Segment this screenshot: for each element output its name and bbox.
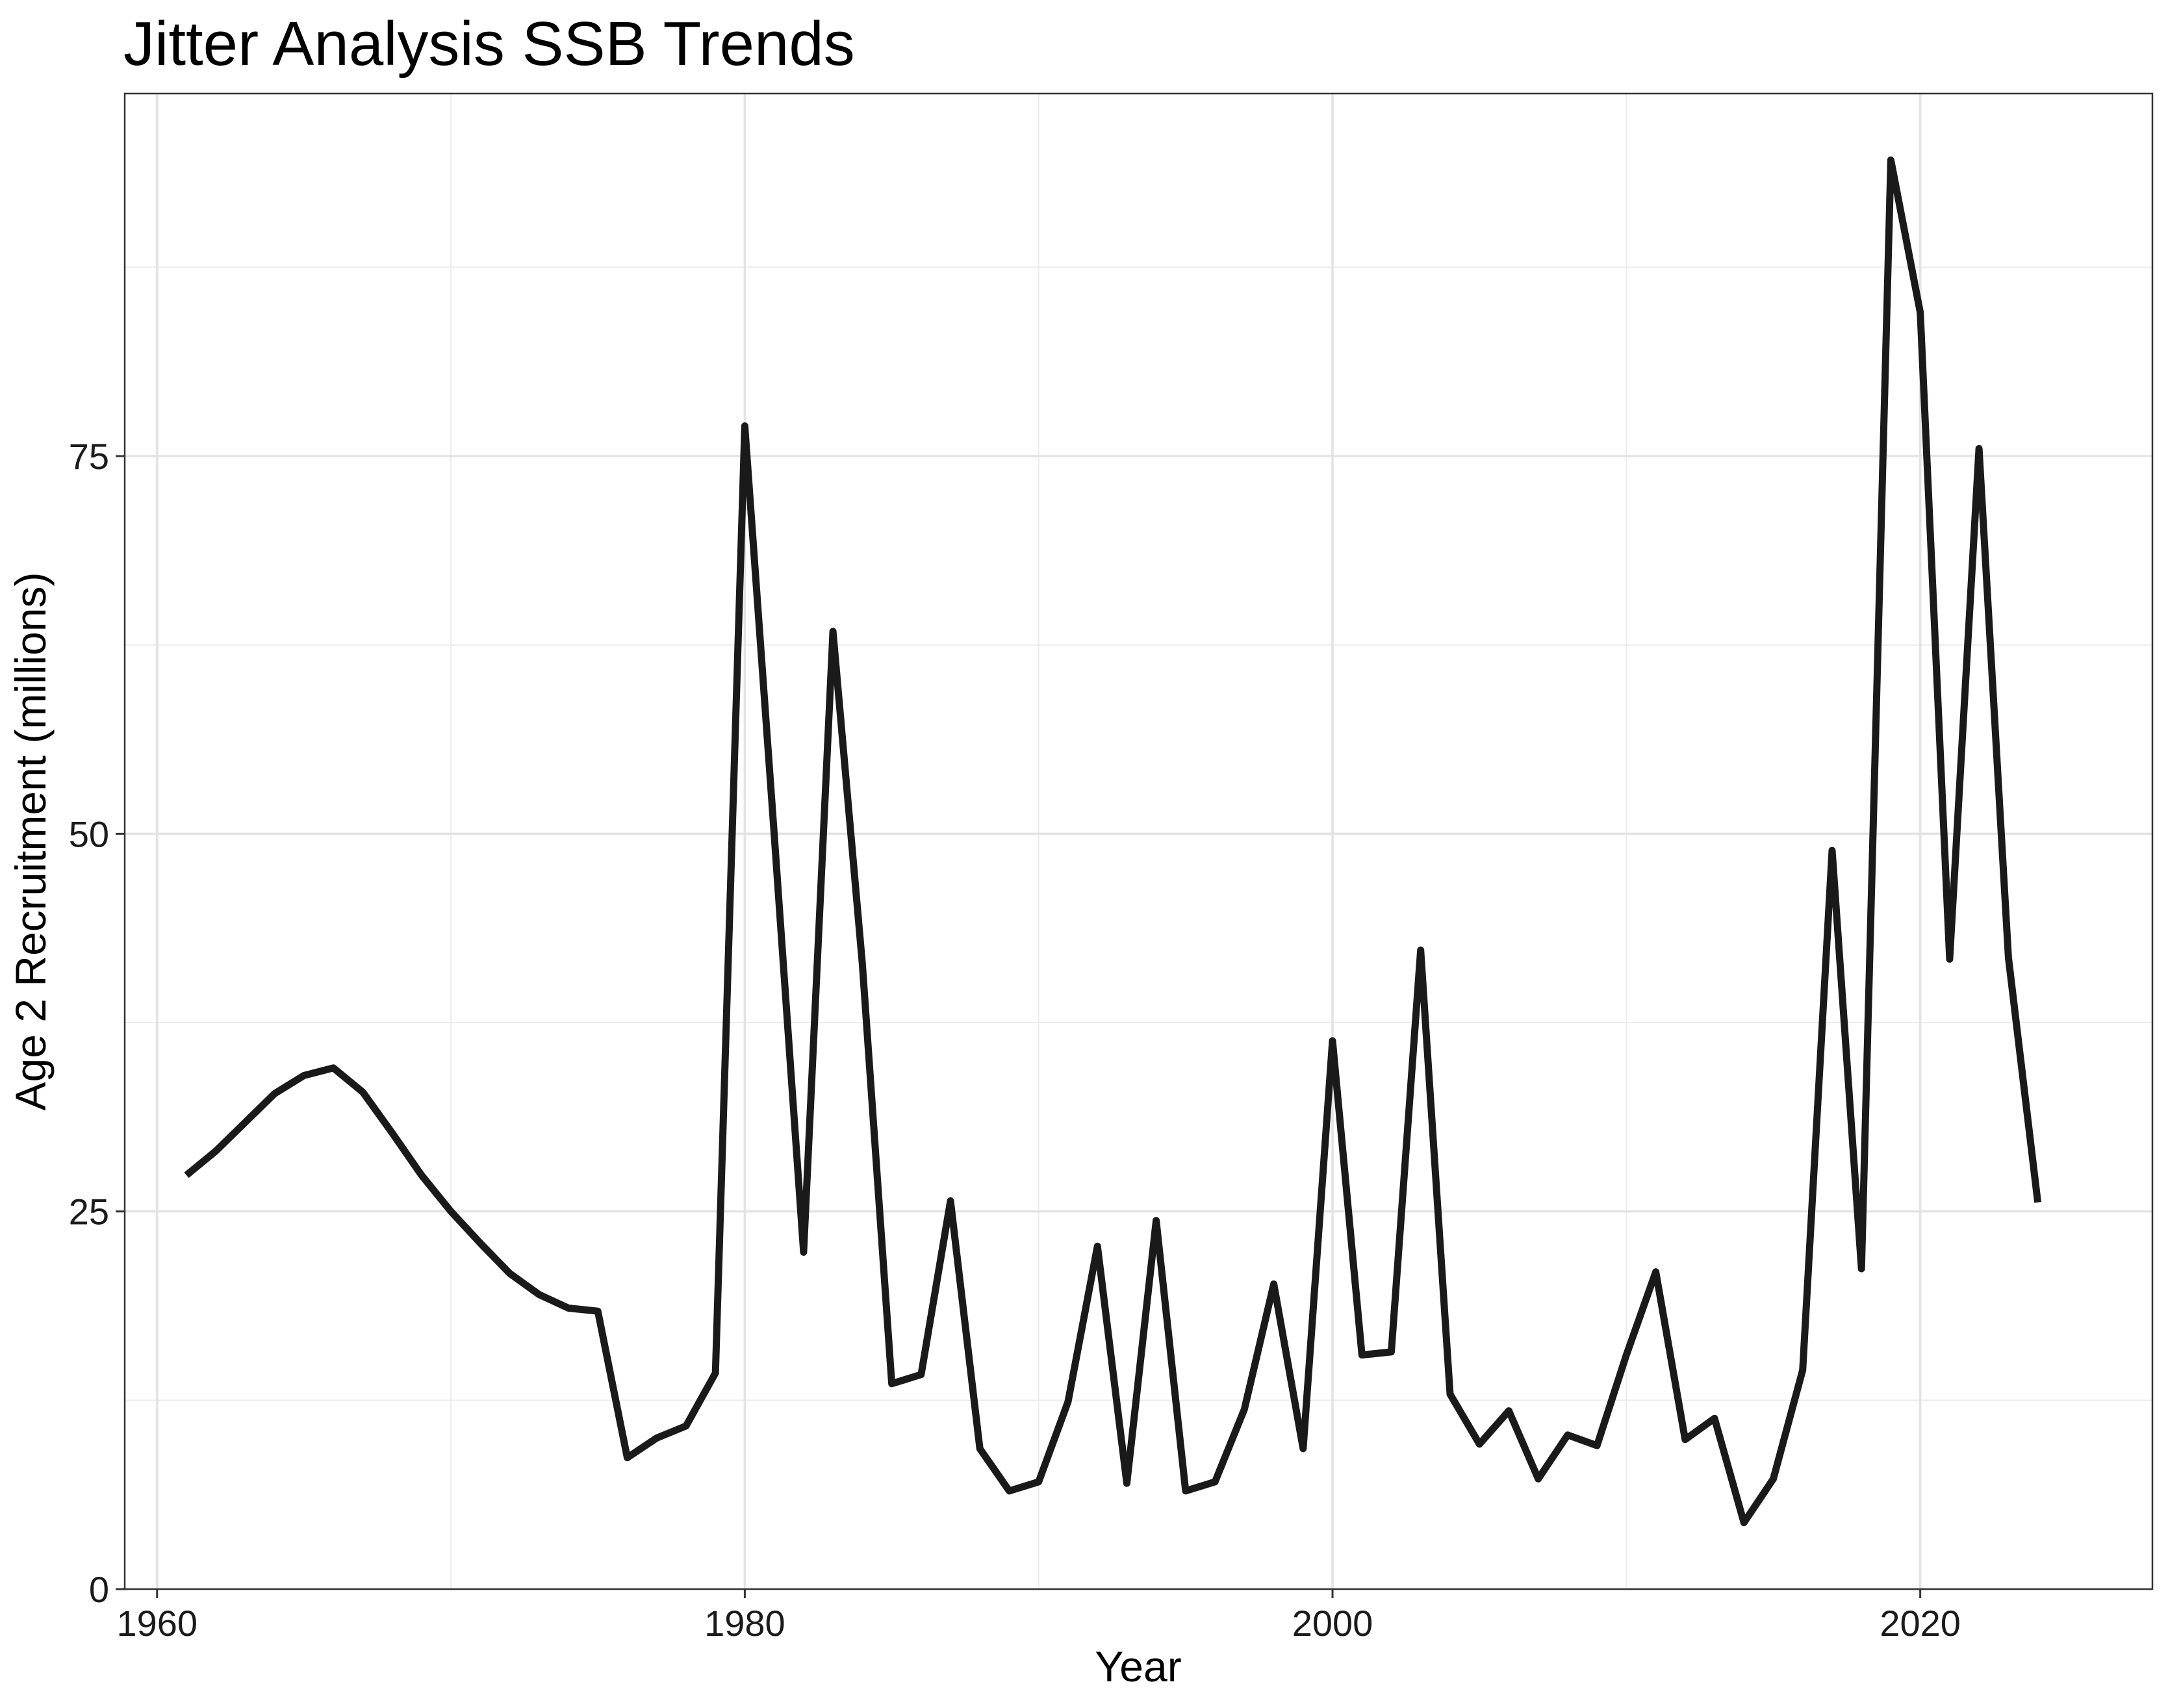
y-tick-label: 50 — [69, 813, 109, 854]
chart-title: Jitter Analysis SSB Trends — [123, 9, 855, 79]
x-axis-title: Year — [1095, 1642, 1181, 1690]
y-tick-label: 0 — [89, 1569, 109, 1610]
panel-border — [123, 92, 2154, 1590]
x-tick-label: 2020 — [1880, 1603, 1961, 1644]
panel-background — [125, 94, 2152, 1589]
x-tick-label: 1980 — [704, 1603, 785, 1644]
series-layer — [184, 156, 2042, 1527]
minor-gridlines — [125, 94, 2152, 1589]
x-tick-label: 2000 — [1292, 1603, 1373, 1644]
x-tick-label: 1960 — [116, 1603, 198, 1644]
y-axis-title: Age 2 Recruitment (millions) — [6, 572, 55, 1111]
y-tick-label: 25 — [69, 1192, 109, 1232]
y-tick-label: 75 — [69, 436, 109, 477]
series-line — [184, 156, 2042, 1527]
x-axis: 1960 1980 2000 2020 — [116, 1589, 1961, 1644]
y-axis: 0 25 50 75 — [69, 436, 125, 1610]
